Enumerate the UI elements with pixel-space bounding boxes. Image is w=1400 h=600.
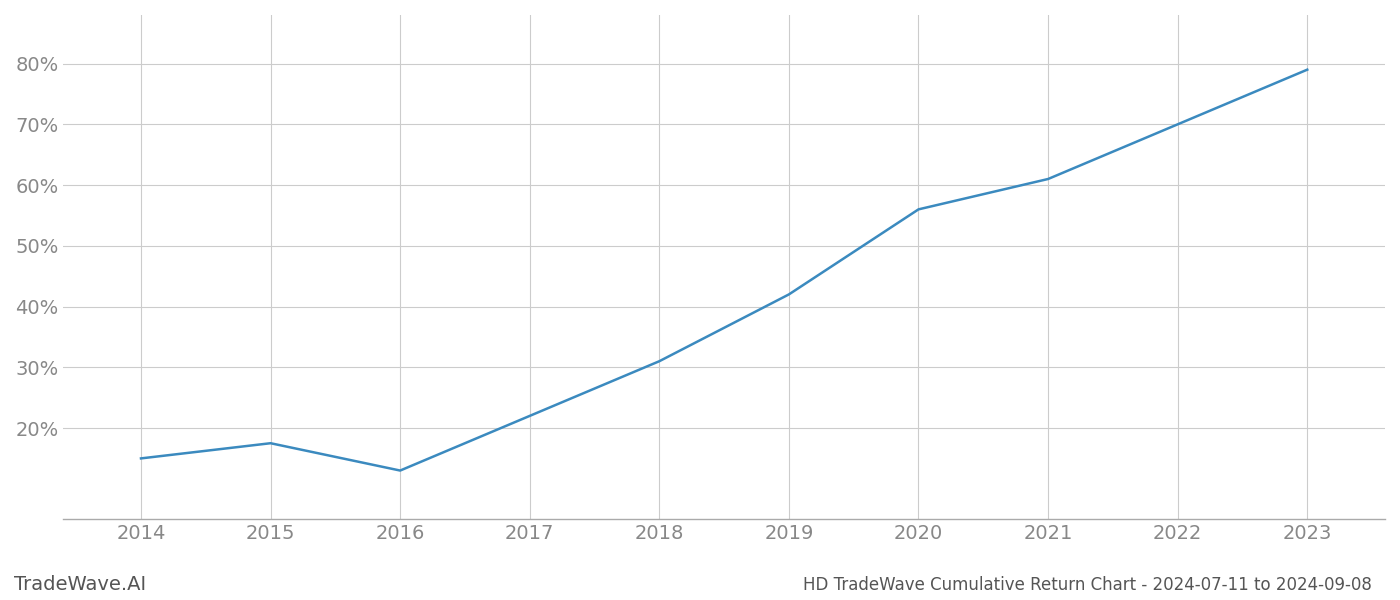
Text: TradeWave.AI: TradeWave.AI	[14, 575, 146, 594]
Text: HD TradeWave Cumulative Return Chart - 2024-07-11 to 2024-09-08: HD TradeWave Cumulative Return Chart - 2…	[804, 576, 1372, 594]
